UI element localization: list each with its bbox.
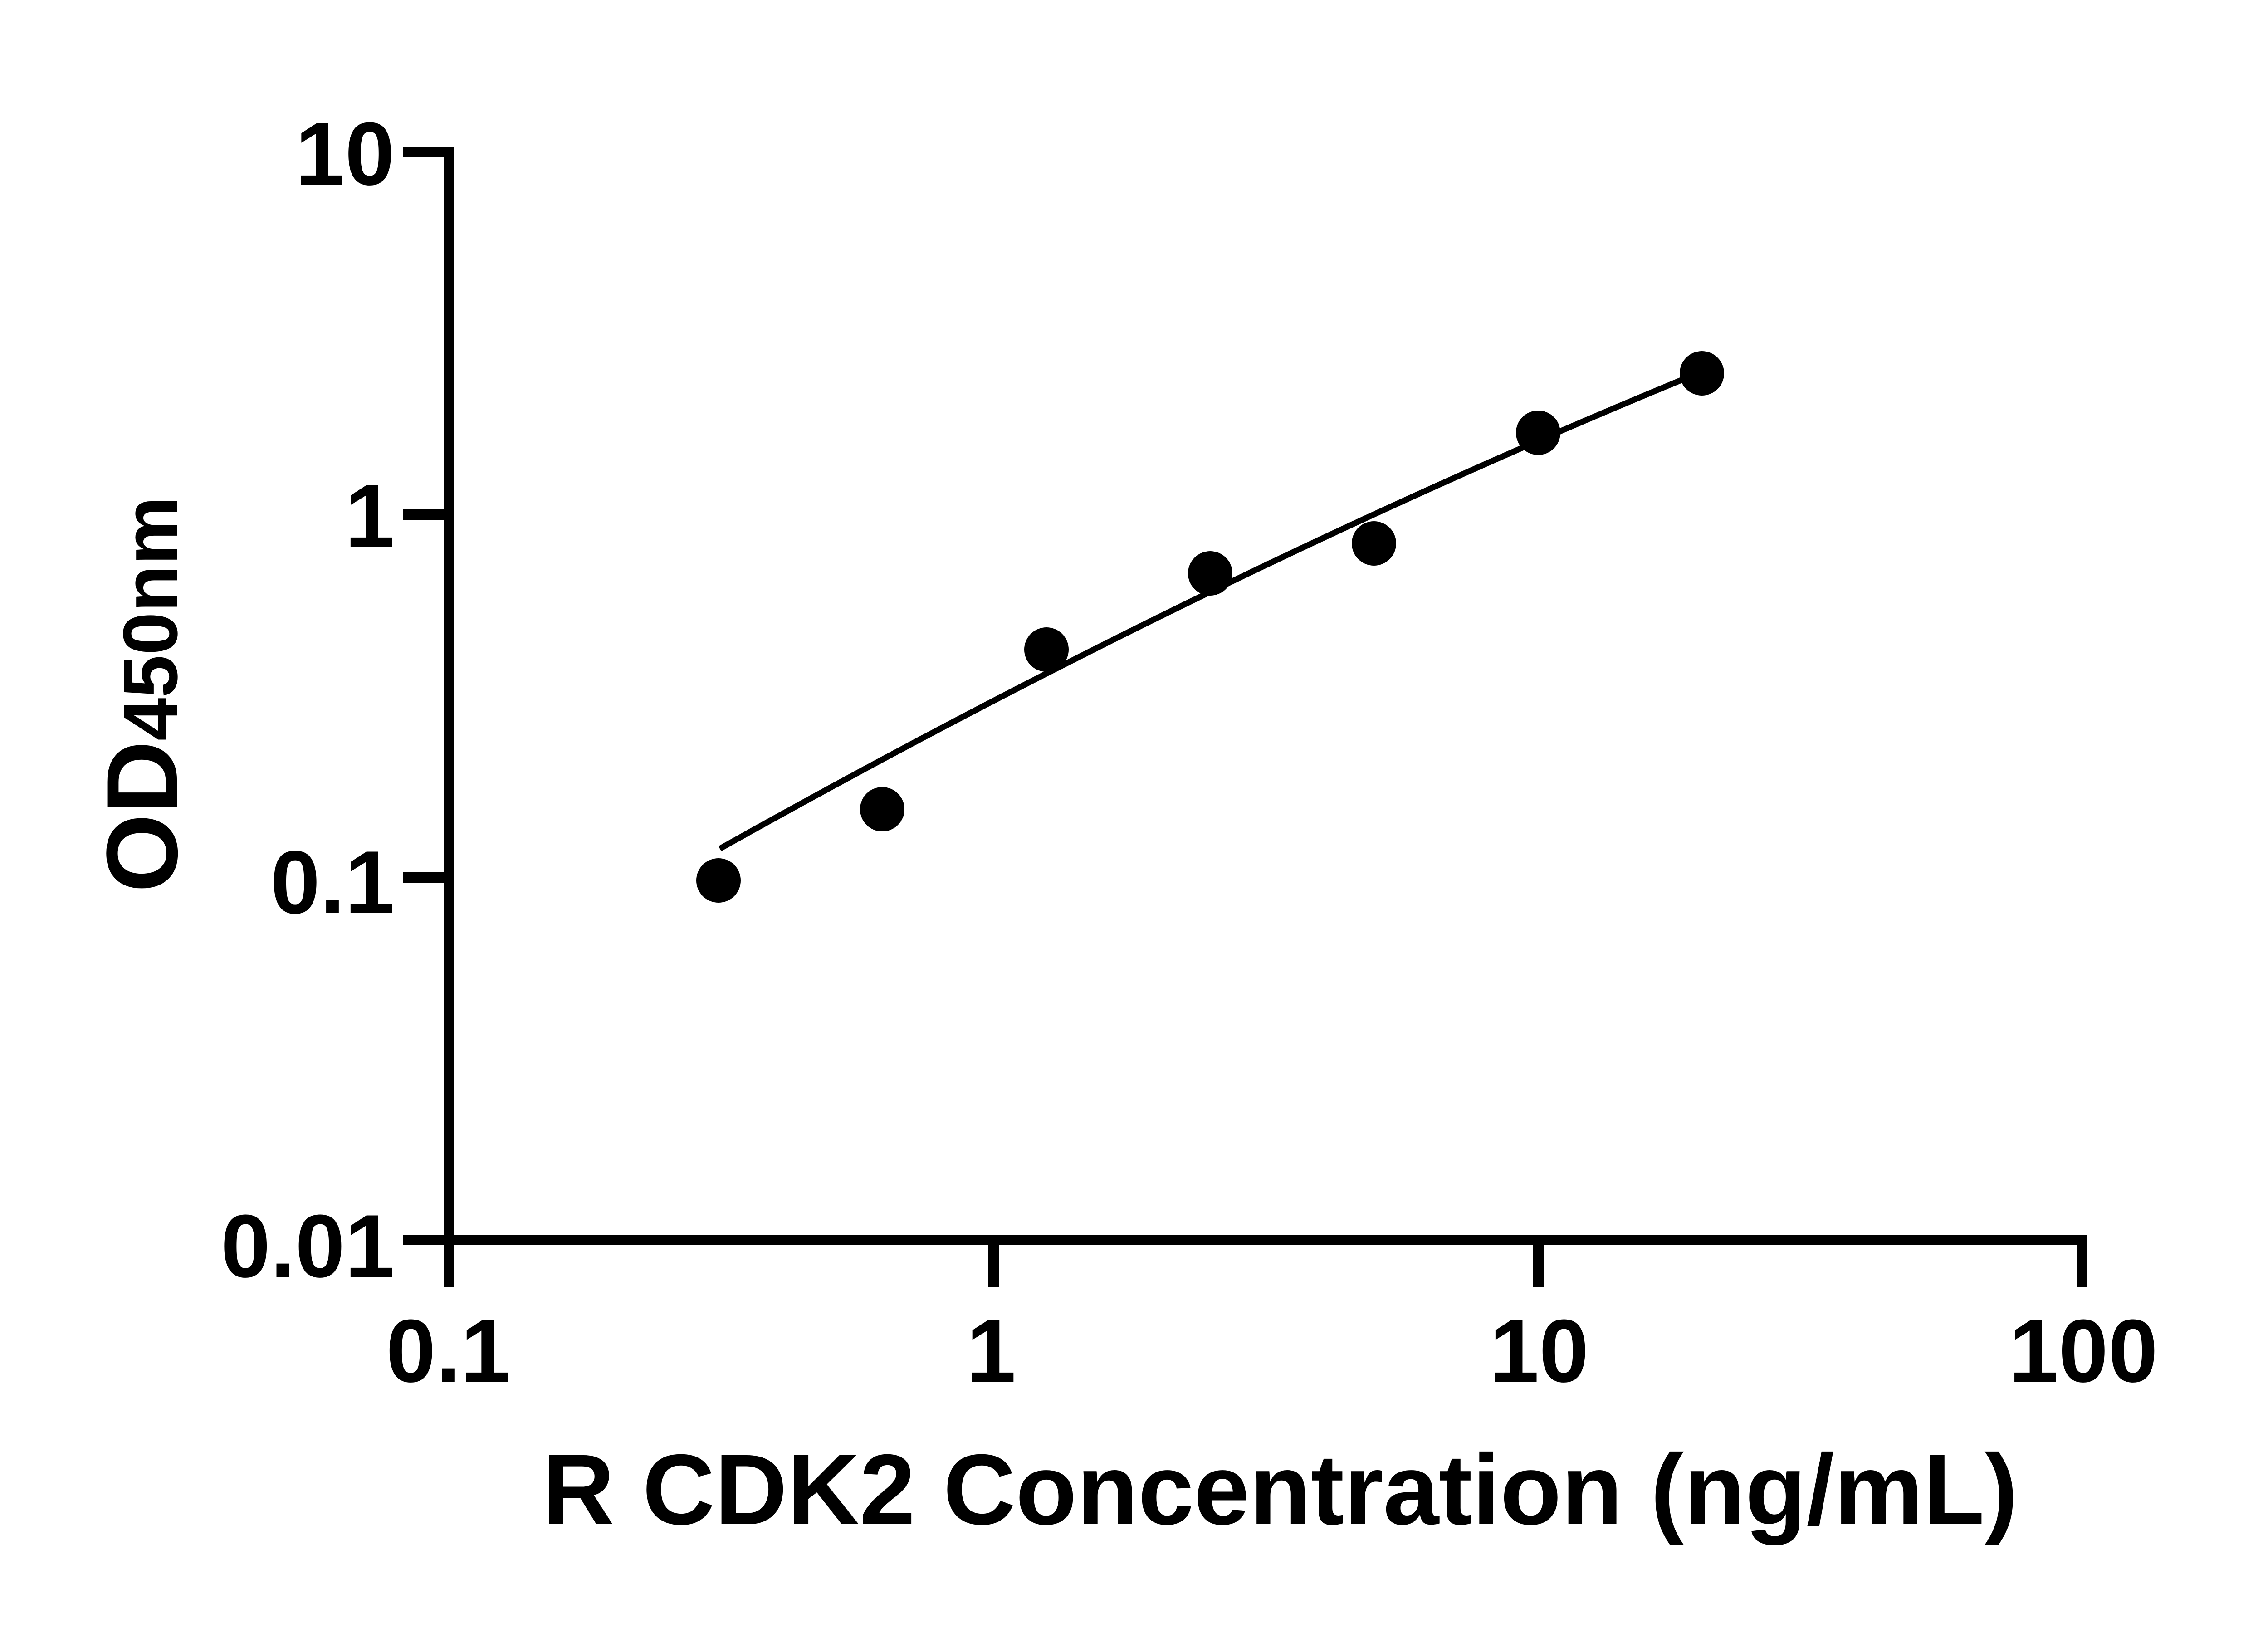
svg-text:100: 100 [2009,1301,2158,1401]
svg-text:0.01: 0.01 [221,1196,395,1296]
svg-text:10: 10 [1489,1301,1589,1401]
svg-text:1: 1 [966,1301,1016,1401]
svg-text:1: 1 [345,466,395,566]
svg-text:OD450nm: OD450nm [86,496,199,892]
svg-text:R CDK2 Concentration (ng/mL): R CDK2 Concentration (ng/mL) [542,1433,2018,1545]
svg-text:10: 10 [295,104,395,204]
svg-text:0.1: 0.1 [386,1301,510,1401]
svg-text:0.1: 0.1 [270,832,395,932]
